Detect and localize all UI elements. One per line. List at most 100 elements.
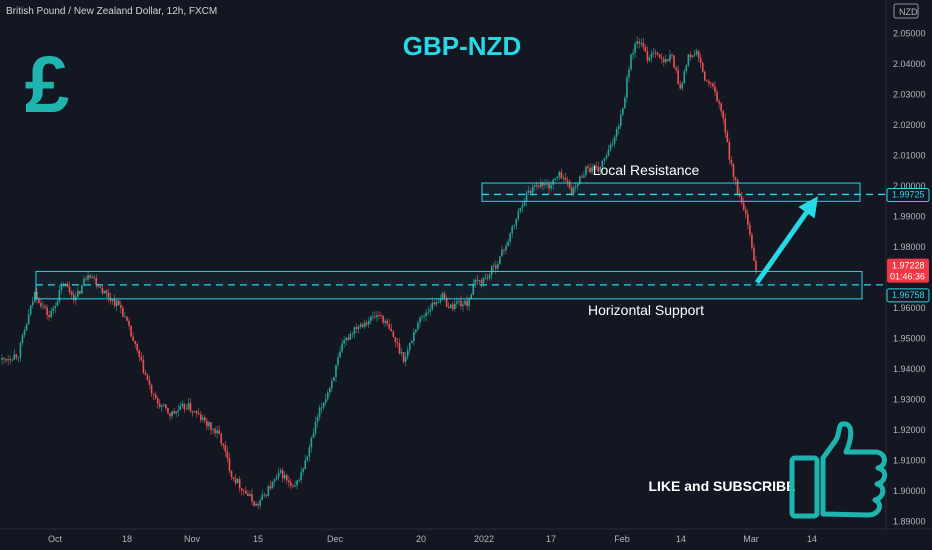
candle: [492, 265, 495, 267]
candle: [394, 336, 397, 343]
candle: [304, 460, 307, 470]
candle: [712, 83, 714, 87]
candle: [505, 245, 507, 251]
candle: [52, 308, 55, 311]
candle: [279, 470, 282, 473]
candle: [578, 176, 581, 184]
candle: [570, 187, 573, 195]
candle: [626, 77, 628, 98]
candle: [437, 301, 440, 303]
candle: [576, 183, 579, 187]
price-tick-label: 2.03000: [893, 90, 926, 100]
time-axis[interactable]: Oct 18 Nov 15 Dec 20 2022 17 Feb 14 Mar 14: [48, 534, 817, 544]
candle: [753, 247, 755, 261]
candle: [19, 342, 22, 358]
candle: [161, 405, 163, 408]
thumb-cuff: [789, 455, 820, 519]
candle: [210, 422, 212, 430]
candle: [158, 403, 161, 408]
candle: [736, 179, 739, 195]
price-axis[interactable]: 2.05000 2.04000 2.03000 2.02000 2.01000 2.000…: [886, 3, 930, 526]
price-tick-label: 1.90000: [893, 486, 926, 496]
candle: [517, 211, 520, 219]
candle: [654, 52, 657, 54]
candle: [288, 480, 290, 483]
candle: [367, 320, 370, 325]
candle: [25, 324, 28, 331]
candle: [224, 445, 227, 452]
price-tick-label: 1.93000: [893, 394, 926, 404]
candle: [218, 430, 220, 434]
candle: [83, 278, 85, 286]
candle: [374, 316, 376, 318]
time-tick-label: Oct: [48, 534, 63, 544]
candle: [515, 218, 518, 226]
candle: [46, 307, 48, 316]
candle: [460, 300, 462, 307]
candle: [249, 493, 251, 496]
candle: [361, 324, 364, 327]
candle: [175, 411, 177, 414]
candle: [494, 265, 497, 269]
candle: [77, 290, 79, 297]
candle: [546, 183, 548, 185]
candle: [499, 256, 501, 265]
candle: [347, 337, 350, 340]
candle: [622, 108, 624, 115]
candle: [425, 312, 427, 316]
candle: [456, 301, 458, 304]
candle: [482, 278, 485, 284]
candle: [609, 144, 612, 150]
candle: [177, 410, 180, 412]
resistance-price-value: 1.99725: [892, 189, 925, 199]
candle: [257, 503, 259, 506]
candle: [507, 241, 509, 246]
candle: [357, 326, 360, 329]
candle: [454, 303, 456, 310]
candle: [191, 411, 194, 413]
candle: [540, 182, 542, 188]
candle: [38, 299, 40, 303]
candle: [48, 315, 50, 318]
support-price-value: 1.96758: [892, 290, 925, 300]
upward-arrow: [754, 196, 818, 285]
candle: [718, 101, 720, 104]
candle: [533, 185, 536, 187]
candle: [665, 59, 667, 63]
candle: [462, 304, 464, 307]
candle: [689, 54, 692, 58]
candle: [269, 486, 272, 489]
time-tick-label: 18: [122, 534, 132, 544]
candle: [355, 327, 358, 329]
candle: [447, 306, 450, 309]
candle: [402, 352, 405, 362]
candle: [474, 279, 477, 284]
candle: [240, 488, 243, 491]
candle: [169, 413, 171, 417]
cta-label: LIKE and SUBSCRIBE: [648, 478, 795, 494]
candle: [128, 320, 130, 326]
candle: [476, 279, 479, 281]
candle: [396, 342, 399, 344]
candle: [550, 184, 552, 189]
candle: [531, 186, 534, 194]
candle: [413, 332, 415, 342]
candle: [660, 57, 663, 59]
candle: [232, 476, 235, 479]
candle: [433, 302, 436, 305]
candle: [658, 54, 661, 58]
horizontal-support-annotation: Horizontal Support: [588, 302, 704, 318]
price-tick-label: 2.01000: [893, 151, 926, 161]
candle: [732, 163, 735, 178]
candle: [353, 327, 356, 334]
candle: [417, 322, 419, 330]
price-tick-label: 2.02000: [893, 120, 926, 130]
candle: [451, 304, 454, 310]
candle: [216, 430, 218, 434]
candle: [497, 264, 499, 269]
candle: [253, 501, 255, 506]
candle: [68, 287, 71, 292]
candle: [322, 402, 325, 408]
candle: [519, 207, 522, 212]
